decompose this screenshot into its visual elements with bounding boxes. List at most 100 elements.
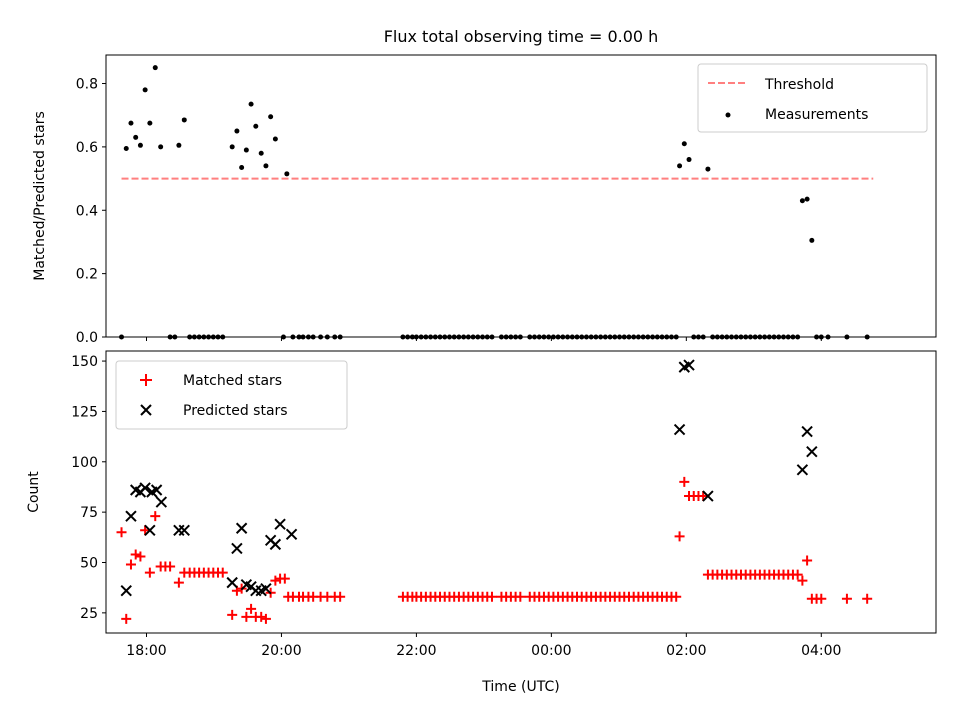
measurement-point	[243, 147, 249, 153]
matched-star-point	[227, 609, 238, 620]
matched-star-point	[679, 476, 690, 487]
measurement-point	[284, 171, 290, 177]
bottom-y-tick-label: 50	[80, 556, 98, 572]
legend-matched-label: Matched stars	[183, 373, 282, 389]
predicted-star-point	[796, 464, 809, 476]
bottom-y-tick-label: 125	[71, 404, 98, 420]
top-y-tick-label: 0.4	[76, 203, 98, 219]
top-y-tick-label: 0.8	[76, 77, 98, 93]
predicted-star-point	[173, 524, 185, 536]
bottom-axes-frame	[105, 350, 937, 634]
x-tick-label: 22:00	[396, 643, 436, 659]
x-axis-label: Time (UTC)	[481, 679, 559, 695]
x-tick-label: 02:00	[666, 643, 706, 659]
measurement-point	[248, 101, 254, 107]
bottom-legend: Matched stars Predicted stars	[115, 360, 348, 430]
bottom-y-tick-label: 25	[80, 606, 98, 622]
x-tick-label: 20:00	[261, 643, 301, 659]
measurement-point	[809, 237, 815, 243]
predicted-star-point	[150, 484, 163, 496]
matched-star-point	[279, 573, 290, 584]
predicted-star-point	[144, 524, 156, 536]
figure-title: Flux total observing time = 0.00 h	[384, 27, 659, 46]
predicted-star-point	[285, 528, 298, 541]
bottom-y-tick-label: 100	[71, 455, 98, 471]
predicted-star-point	[139, 482, 151, 494]
matched-star-point	[862, 593, 873, 604]
top-y-tick-label: 0.2	[76, 267, 98, 283]
measurement-point	[272, 136, 278, 142]
matched-star-point	[816, 593, 827, 604]
measurement-point	[799, 198, 805, 204]
top-x-ticks	[145, 337, 822, 341]
measurement-point	[142, 87, 148, 93]
measurement-point	[686, 157, 692, 163]
measurement-point	[133, 134, 139, 140]
measurement-point	[128, 120, 134, 126]
measurement-point	[263, 163, 269, 169]
measurement-point	[239, 164, 245, 170]
matched-star-point	[165, 561, 176, 572]
matched-star-point	[802, 555, 813, 566]
top-y-axis-label: Matched/Predicted stars	[32, 111, 48, 281]
matched-star-point	[116, 527, 127, 538]
matched-star-point	[674, 531, 685, 542]
matched-star-point	[671, 591, 682, 602]
predicted-star-point	[231, 542, 243, 555]
predicted-star-point	[125, 510, 137, 522]
matched-star-point	[135, 551, 146, 562]
matched-star-point	[260, 613, 271, 624]
top-panel: 0.00.20.40.60.8 Matched/Predicted stars …	[32, 54, 937, 346]
matched-star-point	[841, 593, 852, 604]
measurement-point	[152, 65, 158, 71]
measurement-point	[158, 144, 164, 150]
top-y-ticks: 0.0 0.2 0.4 0.6 0.8	[76, 77, 106, 346]
top-axes-frame	[105, 54, 937, 338]
measurement-point	[804, 196, 810, 202]
predicted-stars-layer	[120, 359, 818, 597]
matched-stars-layer	[116, 476, 873, 624]
matched-star-point	[335, 591, 346, 602]
measurement-point	[253, 123, 259, 129]
predicted-star-point	[673, 423, 686, 436]
matched-star-point	[797, 575, 808, 586]
predicted-star-point	[274, 518, 286, 530]
top-y-tick-label: 0.6	[76, 140, 98, 156]
legend-predicted-swatch	[140, 404, 152, 416]
measurement-point	[137, 142, 143, 148]
matched-star-point	[486, 591, 497, 602]
x-tick-label: 04:00	[801, 643, 841, 659]
measurement-point	[181, 117, 187, 123]
measurement-point	[258, 150, 264, 156]
predicted-star-point	[683, 359, 695, 371]
matched-star-point	[515, 591, 526, 602]
measurement-point	[677, 163, 683, 169]
matched-star-point	[241, 611, 252, 622]
measurement-point	[705, 166, 711, 172]
bottom-x-ticks: 18:00 20:00 22:00 00:00 02:00 04:00	[126, 633, 841, 659]
legend-measurements-swatch	[725, 112, 731, 118]
matched-star-point	[792, 569, 803, 580]
bottom-y-ticks: 25 50 75 100 125 150	[71, 354, 106, 622]
bottom-panel: 25 50 75 100 125 150 18:00 20:00 22:00 00:00 02:0…	[26, 350, 937, 695]
measurement-point	[681, 141, 687, 147]
measurement-point	[176, 142, 182, 148]
bottom-y-tick-label: 150	[71, 354, 98, 370]
top-y-tick-label: 0.0	[76, 330, 98, 346]
legend-matched-swatch	[140, 374, 152, 386]
predicted-star-point	[702, 490, 714, 502]
measurement-point	[229, 144, 235, 150]
predicted-star-point	[226, 576, 238, 589]
top-legend: Threshold Measurements	[697, 63, 928, 133]
predicted-star-point	[260, 582, 272, 595]
bottom-y-axis-label: Count	[26, 471, 42, 513]
matched-star-point	[173, 577, 184, 588]
matched-star-point	[125, 559, 136, 570]
predicted-star-point	[801, 425, 813, 438]
matched-star-point	[150, 511, 161, 522]
matched-star-point	[270, 575, 281, 586]
predicted-star-point	[178, 524, 190, 536]
predicted-star-point	[120, 584, 132, 597]
legend-threshold-label: Threshold	[764, 77, 834, 93]
